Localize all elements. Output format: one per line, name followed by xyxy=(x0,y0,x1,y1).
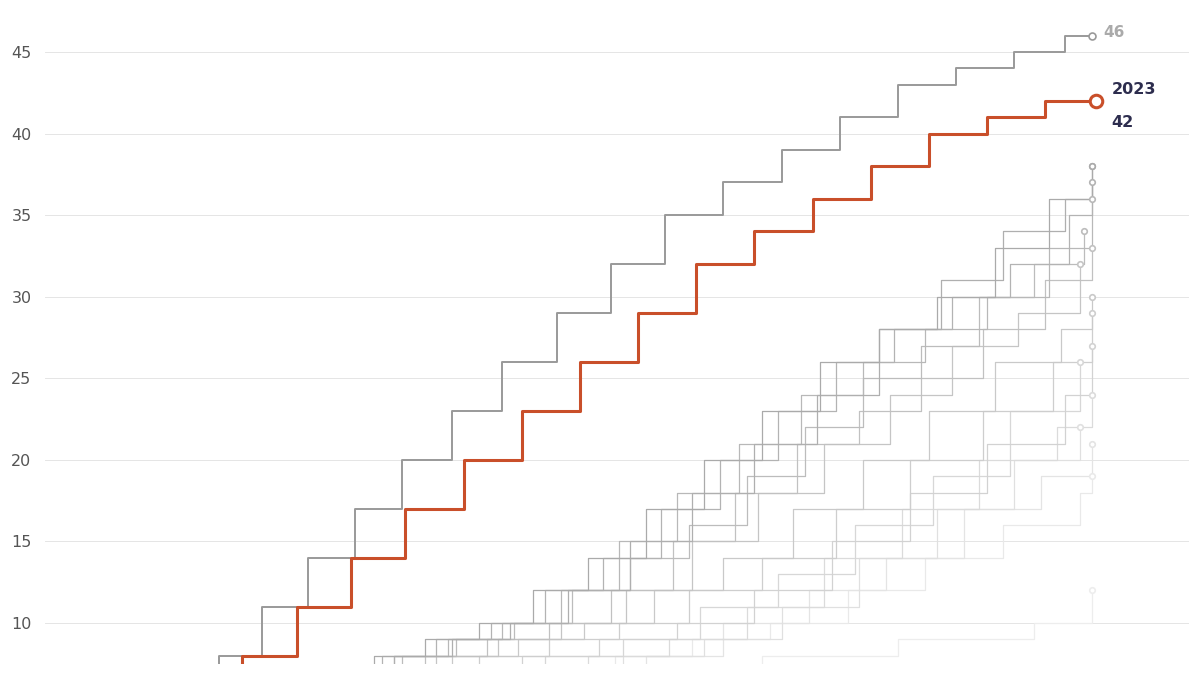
Text: 46: 46 xyxy=(1104,25,1124,40)
Text: 2023: 2023 xyxy=(1111,82,1156,97)
Text: 42: 42 xyxy=(1111,115,1134,130)
